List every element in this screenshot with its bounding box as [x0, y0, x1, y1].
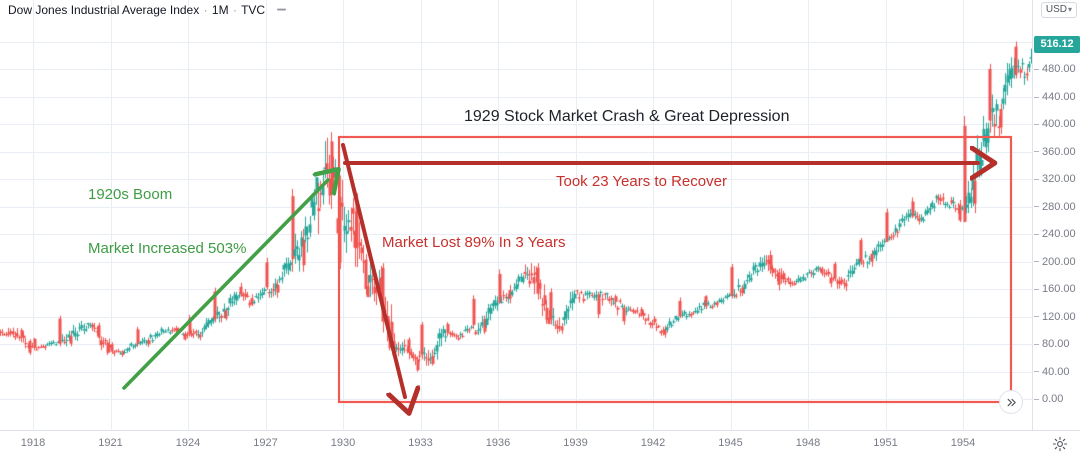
currency-selector[interactable]: USD▾ [1040, 2, 1077, 18]
time-axis-tick: 1930 [330, 437, 356, 449]
legend-separator-2: · [232, 3, 237, 17]
time-axis-tick: 1942 [640, 437, 666, 449]
annotation-crash-title[interactable]: 1929 Stock Market Crash & Great Depressi… [464, 108, 790, 125]
legend-separator-1: · [203, 3, 208, 17]
currency-label: USD [1045, 4, 1067, 15]
time-axis-tick: 1921 [98, 437, 123, 449]
time-axis-tick: 1927 [253, 437, 278, 449]
time-axis-tick: 1918 [20, 437, 46, 449]
annotation-boom[interactable]: 1920s Boom Market Increased 503% [88, 150, 246, 294]
eye-hidden-icon[interactable] [276, 4, 287, 15]
price-axis[interactable]: 520.00480.00440.00400.00360.00320.00280.… [1032, 0, 1080, 430]
expand-pane-button[interactable] [999, 390, 1023, 414]
time-axis-tick: 1951 [873, 437, 898, 449]
time-axis-tick: 1954 [950, 437, 976, 449]
chevron-down-icon: ▾ [1067, 5, 1072, 14]
gear-icon[interactable] [1052, 436, 1068, 452]
annotation-recovery[interactable]: Took 23 Years to Recover [556, 173, 727, 190]
annotation-boom-line1: 1920s Boom [88, 186, 173, 203]
time-axis-tick: 1933 [408, 437, 433, 449]
price-axis-tick: 40.00 [1033, 365, 1080, 379]
time-axis-tick: 1939 [563, 437, 588, 449]
last-price-badge[interactable]: 516.12 [1034, 35, 1080, 53]
time-axis-tick: 1945 [718, 437, 743, 449]
price-axis-tick: 120.00 [1033, 310, 1080, 324]
time-axis[interactable]: 1918 1921 1924 1927 1930 1933 1936 1939 1942 1945… [0, 430, 1080, 457]
price-axis-tick: 240.00 [1033, 227, 1080, 241]
chart-legend[interactable]: Dow Jones Industrial Average Index · 1M … [8, 3, 287, 17]
price-axis-tick: 80.00 [1033, 337, 1080, 351]
price-axis-tick: 280.00 [1033, 200, 1080, 214]
price-axis-tick: 400.00 [1033, 117, 1080, 131]
price-axis-tick: 320.00 [1033, 172, 1080, 186]
time-axis-tick: 1948 [795, 437, 821, 449]
legend-symbol-title[interactable]: Dow Jones Industrial Average Index [8, 3, 200, 17]
legend-interval[interactable]: 1M [211, 3, 229, 17]
price-axis-tick: 200.00 [1033, 255, 1080, 269]
time-axis-tick: 1924 [175, 437, 201, 449]
price-axis-tick: 440.00 [1033, 90, 1080, 104]
annotation-loss[interactable]: Market Lost 89% In 3 Years [382, 234, 566, 251]
price-axis-tick: 0.00 [1033, 392, 1080, 406]
price-axis-tick: 360.00 [1033, 145, 1080, 159]
time-axis-tick: 1936 [485, 437, 511, 449]
chevron-double-right-icon [1007, 398, 1016, 406]
price-axis-tick: 480.00 [1033, 62, 1080, 76]
legend-exchange[interactable]: TVC [241, 3, 266, 17]
price-axis-tick: 160.00 [1033, 282, 1080, 296]
annotation-boom-line2: Market Increased 503% [88, 240, 247, 257]
